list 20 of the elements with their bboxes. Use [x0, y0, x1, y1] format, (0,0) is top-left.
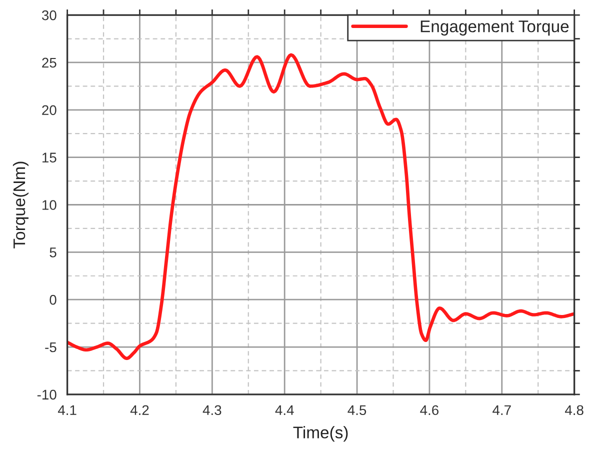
y-tick-label: 20 — [42, 105, 56, 116]
y-tick-label: 25 — [42, 58, 56, 68]
x-tick-label: 4.1 — [58, 405, 76, 415]
y-tick-label: -5 — [45, 342, 56, 352]
x-tick-label: 4.3 — [202, 405, 222, 416]
x-tick-label: 4.8 — [564, 405, 584, 416]
y-tick-label: 30 — [42, 10, 56, 20]
y-tick-label: 0 — [50, 294, 56, 305]
x-tick-label: 4.7 — [492, 405, 511, 415]
x-tick-label: 4.6 — [420, 405, 439, 416]
y-tick-label: 15 — [42, 152, 56, 162]
y-tick-label: 10 — [42, 200, 56, 210]
x-tick-label: 4.4 — [275, 405, 294, 415]
y-tick-label: 5 — [50, 248, 56, 258]
y-axis-title: Torque(Nm) — [12, 162, 28, 248]
x-axis-title: Time(s) — [293, 426, 348, 442]
y-tick-label: -10 — [37, 390, 56, 400]
x-tick-label: 4.5 — [348, 405, 366, 416]
legend-label: Engagement Torque — [420, 20, 569, 36]
x-tick-label: 4.2 — [130, 405, 149, 415]
